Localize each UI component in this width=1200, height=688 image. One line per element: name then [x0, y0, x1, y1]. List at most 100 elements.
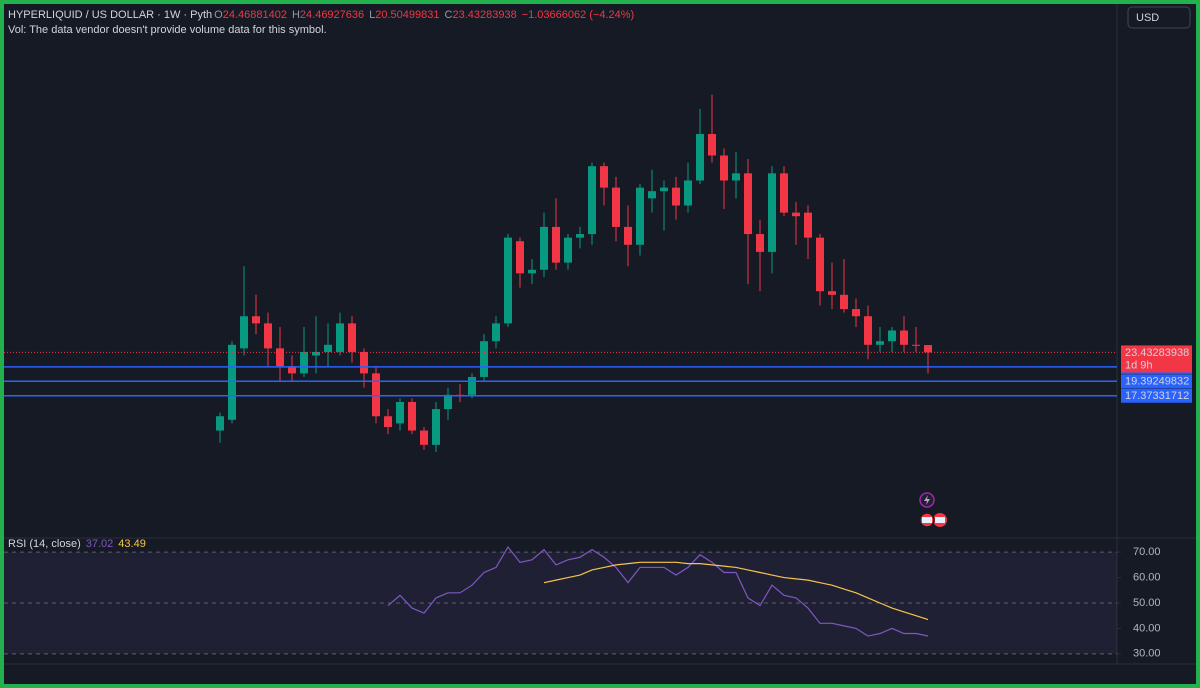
rsi-ma-value: 43.49	[118, 538, 146, 550]
candle-body	[744, 173, 752, 235]
candle-body	[768, 173, 776, 252]
candle-body	[324, 344, 332, 352]
marks	[4, 94, 1117, 637]
candle-body	[216, 416, 224, 431]
header-line: HYPERLIQUID / US DOLLAR · 1W · Pyth O24.4…	[8, 9, 634, 21]
countdown-label: 1d 9h	[1125, 359, 1153, 371]
flag-glyph	[922, 517, 932, 523]
y-tick-label: 30.00	[1133, 648, 1161, 660]
y-tick-label: 50.00	[1133, 597, 1161, 609]
price-line-label: 17.37331712	[1125, 390, 1189, 402]
y-tick-label: 40.00	[1133, 622, 1161, 634]
candle-body	[504, 237, 512, 324]
candle-body	[468, 376, 476, 395]
ohlc-label: H	[292, 9, 300, 21]
labels: 21.4116795119.3924983217.3733171223.4328…	[1121, 345, 1192, 660]
rsi-title: RSI (14, close)	[8, 538, 81, 550]
candle-body	[756, 234, 764, 252]
candle-body	[348, 323, 356, 352]
candle-body	[420, 430, 428, 445]
candle-body	[480, 341, 488, 377]
candle-body	[876, 341, 884, 345]
candle-body	[384, 416, 392, 427]
ohlc-value: 23.43283938	[452, 9, 516, 21]
candle-body	[804, 212, 812, 238]
candle-body	[672, 187, 680, 206]
candle-body	[600, 166, 608, 188]
grid	[4, 551, 1121, 655]
candle-body	[924, 345, 932, 353]
candle-body	[696, 134, 704, 181]
candle-body	[912, 344, 920, 346]
candle-body	[636, 187, 644, 245]
candle-body	[828, 291, 836, 295]
volume-note: Vol: The data vendor doesn't provide vol…	[8, 24, 327, 36]
event-icons[interactable]	[919, 492, 947, 528]
candle-body	[684, 180, 692, 206]
price-line-label: 19.39249832	[1125, 376, 1189, 388]
ohlc-label: L	[369, 9, 375, 21]
candle-body	[360, 351, 368, 374]
candle-body	[708, 134, 716, 156]
event-glyph	[924, 495, 930, 505]
ohlc-label: C	[445, 9, 453, 21]
candle-body	[492, 323, 500, 342]
rsi-line	[387, 546, 929, 637]
candle-body	[576, 234, 584, 238]
candle-body	[228, 344, 236, 420]
background	[4, 4, 1196, 684]
flag-glyph	[935, 517, 945, 523]
ohlc-label: O	[214, 9, 223, 21]
candle-body	[624, 226, 632, 245]
candle-body	[552, 226, 560, 263]
candle-body	[840, 294, 848, 310]
candle-body	[264, 323, 272, 349]
candle-body	[864, 316, 872, 345]
candle-body	[312, 351, 320, 356]
candle-body	[432, 409, 440, 445]
y-tick-label: 60.00	[1133, 571, 1161, 583]
candle-body	[240, 316, 248, 349]
candle-body	[276, 348, 284, 367]
symbol: HYPERLIQUID / US DOLLAR · 1W · Pyth	[8, 9, 212, 21]
candle-body	[528, 269, 536, 274]
candle-body	[408, 401, 416, 431]
last-price-tag	[1121, 345, 1192, 373]
candle-body	[396, 401, 404, 424]
price-line-tag	[1121, 374, 1192, 389]
candle-body	[780, 173, 788, 213]
candle-body	[372, 373, 380, 417]
price-line-tag	[1121, 388, 1192, 403]
candle-body	[612, 187, 620, 227]
candle-body	[852, 309, 860, 317]
candle-body	[288, 366, 296, 374]
candle-body	[816, 237, 824, 292]
candle-body	[300, 351, 308, 374]
ohlc-value: 24.46927636	[300, 9, 364, 21]
currency-button[interactable]	[1127, 6, 1191, 29]
candle-body	[888, 330, 896, 342]
currency-label[interactable]: USD	[1136, 12, 1159, 24]
candle-body	[252, 316, 260, 324]
last-price-label: 23.43283938	[1125, 347, 1189, 359]
rsi-line	[543, 561, 929, 621]
candle-body	[732, 173, 740, 181]
candle-body	[900, 330, 908, 345]
candle-body	[336, 323, 344, 352]
ohlc-value: 20.50499831	[375, 9, 439, 21]
change: −1.03666062 (−4.24%)	[522, 9, 635, 21]
ohlc-value: 24.46881402	[223, 9, 287, 21]
y-tick-label: 70.00	[1133, 546, 1161, 558]
candle-body	[540, 226, 548, 270]
candle-body	[792, 212, 800, 217]
candle-body	[516, 241, 524, 274]
candle-body	[588, 166, 596, 235]
candle-body	[444, 394, 452, 410]
candle-body	[648, 191, 656, 199]
rsi-legend: RSI (14, close) 37.02 43.49	[8, 538, 146, 550]
candle-body	[660, 187, 668, 192]
candle-body	[720, 155, 728, 181]
rsi-value: 37.02	[86, 538, 114, 550]
candle-body	[564, 237, 572, 263]
